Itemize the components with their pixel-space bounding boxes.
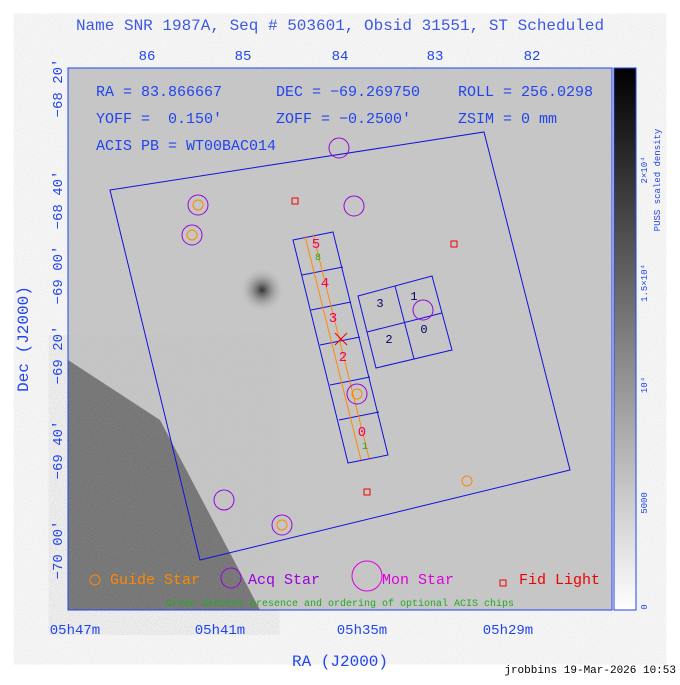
colorbar-tick-label: 0: [640, 604, 650, 609]
bottom-tick-label: 05h35m: [337, 623, 387, 639]
title: Name SNR 1987A, Seq # 503601, Obsid 3155…: [76, 17, 604, 35]
top-tick-label: 82: [524, 49, 541, 65]
left-tick-label: −68 40′: [51, 171, 67, 230]
chip-label: 1: [362, 442, 368, 453]
stars: [181, 137, 473, 536]
info-text: ZOFF = −0.2500′: [276, 111, 411, 128]
left-tick-label: −69 00′: [51, 246, 67, 305]
y-label: Dec (J2000): [15, 286, 33, 392]
info-text: DEC = −69.269750: [276, 84, 420, 101]
chip-label: 1: [410, 290, 417, 304]
colorbar-label: PUSS scaled density: [653, 128, 663, 231]
chip-label: 2: [339, 350, 347, 366]
left-tick-label: −69 20′: [51, 326, 67, 385]
info-text: ROLL = 256.0298: [458, 84, 593, 101]
chip-label: 0: [358, 425, 366, 441]
chip-label: 8: [315, 253, 321, 264]
note: Green denotes presence and ordering of o…: [166, 598, 514, 610]
left-tick-label: −68 20′: [51, 59, 67, 118]
info-text: ACIS PB = WT00BAC014: [96, 138, 276, 155]
fov: [109, 131, 571, 561]
colorbar: [613, 67, 637, 611]
colorbar-tick-label: 2×10⁴: [639, 156, 650, 183]
bottom-tick-label: 05h29m: [483, 623, 533, 639]
bottom-tick-label: 05h41m: [195, 623, 245, 639]
left-tick-label: −69 40′: [51, 421, 67, 480]
chip-label: 4: [321, 276, 329, 292]
chip-label: 3: [329, 311, 337, 327]
info-text: RA = 83.866667: [96, 84, 222, 101]
top-tick-label: 83: [427, 49, 444, 65]
colorbar-tick-label: 10⁴: [639, 377, 650, 393]
info-text: ZSIM = 0 mm: [458, 111, 557, 128]
chip-label: 2: [385, 333, 392, 347]
x-label: RA (J2000): [292, 653, 388, 671]
top-tick-label: 84: [332, 49, 349, 65]
legend-text: Fid Light: [519, 572, 600, 589]
footer: jrobbins 19-Mar-2026 10:53: [504, 665, 676, 677]
left-tick-label: −70 00′: [51, 521, 67, 580]
colorbar-tick-label: 1.5×10⁴: [639, 264, 650, 302]
bottom-tick-label: 05h47m: [50, 623, 100, 639]
top-tick-label: 86: [139, 49, 156, 65]
colorbar-tick-label: 5000: [640, 492, 650, 514]
info: RA = 83.866667 DEC = −69.269750 ROLL = 2…: [96, 84, 593, 155]
chip-label: 0: [420, 323, 427, 337]
chip-label: 5: [312, 237, 320, 253]
info-text: YOFF = 0.150′: [96, 111, 222, 128]
top-tick-label: 85: [235, 49, 252, 65]
legend-text: Guide Star: [110, 572, 200, 589]
optional-strip: [304, 233, 370, 461]
legend: Guide Star Acq Star Mon Star Fid Light G…: [89, 560, 600, 610]
chip-label: 3: [376, 297, 383, 311]
legend-text: Mon Star: [382, 572, 454, 589]
legend-text: Acq Star: [248, 572, 320, 589]
